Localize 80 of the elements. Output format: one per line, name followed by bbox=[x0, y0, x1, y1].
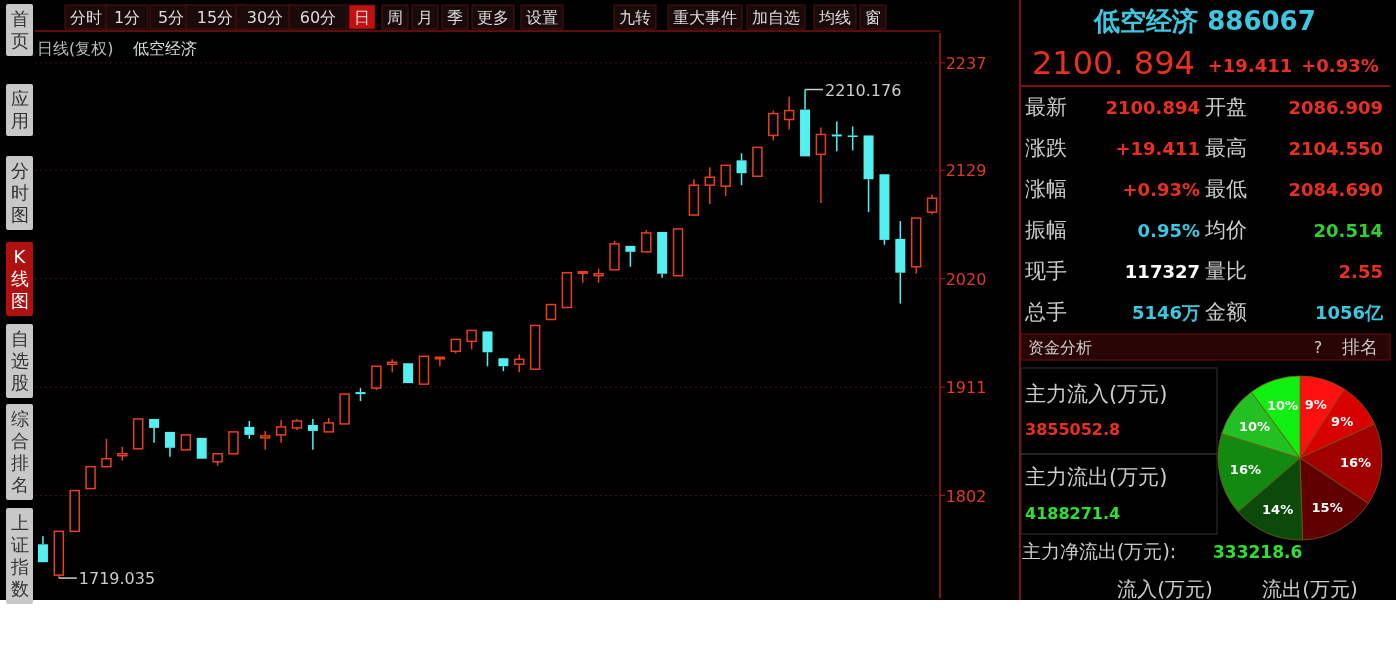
y-tick-label: 2020 bbox=[945, 269, 987, 289]
text: 均线 bbox=[818, 8, 851, 27]
text: 333218.6 bbox=[1213, 542, 1303, 562]
text: 周 bbox=[387, 8, 403, 27]
text: 金额 bbox=[1205, 300, 1247, 324]
chart-title: 日线(复权) bbox=[37, 39, 114, 58]
text: 设置 bbox=[526, 8, 558, 27]
text: 主力净流出(万元): bbox=[1022, 540, 1177, 562]
text: +19.411 bbox=[1207, 55, 1293, 76]
text: 5分 bbox=[157, 8, 185, 27]
text: 最新 bbox=[1025, 95, 1067, 119]
text: 分时 bbox=[70, 8, 102, 27]
text: 振幅 bbox=[1025, 218, 1067, 242]
text: 资金分析 bbox=[1028, 338, 1092, 357]
text: 4188271.4 bbox=[1025, 504, 1121, 523]
y-tick-label: 1911 bbox=[945, 378, 987, 398]
text: 现手 bbox=[1025, 259, 1067, 283]
text: 分时图 bbox=[10, 160, 29, 225]
text: 1056亿 bbox=[1314, 302, 1384, 323]
annotation: 1719.035 bbox=[78, 569, 156, 589]
text: 月 bbox=[417, 8, 433, 27]
text: 主力流入(万元) bbox=[1025, 382, 1168, 406]
text: 最低 bbox=[1205, 177, 1247, 201]
data-label: 10% bbox=[1267, 398, 1299, 414]
text: 60分 bbox=[299, 8, 337, 27]
text: 2084.690 bbox=[1288, 179, 1383, 200]
text: +19.411 bbox=[1115, 138, 1200, 159]
text: 均价 bbox=[1204, 218, 1247, 242]
text: 量比 bbox=[1205, 259, 1247, 283]
text: 主力流出(万元) bbox=[1025, 465, 1168, 489]
text: 117327 bbox=[1124, 261, 1200, 282]
text: 首页 bbox=[10, 8, 29, 51]
data-label: 9% bbox=[1331, 414, 1354, 430]
y-tick-label: 2237 bbox=[945, 53, 987, 73]
text: 30分 bbox=[246, 8, 284, 27]
text: 涨幅 bbox=[1025, 177, 1067, 201]
text: 窗 bbox=[865, 8, 881, 27]
data-label: 14% bbox=[1262, 502, 1294, 518]
chart-subtitle: 低空经济 bbox=[133, 39, 197, 58]
y-tick-label: 2129 bbox=[945, 161, 987, 181]
text: 2100. 894 bbox=[1032, 44, 1195, 82]
data-label: 16% bbox=[1229, 462, 1261, 478]
y-tick-label: 1802 bbox=[945, 486, 987, 506]
data-label: 10% bbox=[1239, 418, 1271, 434]
text: 应用 bbox=[10, 88, 29, 131]
data-label: 9% bbox=[1304, 397, 1327, 413]
text: 加自选 bbox=[752, 8, 800, 27]
text: 最高 bbox=[1205, 136, 1247, 160]
text: 上证指数 bbox=[9, 512, 29, 599]
text: 日 bbox=[354, 8, 370, 27]
text: 综合排名 bbox=[10, 408, 29, 495]
text: 5146万 bbox=[1131, 302, 1200, 323]
text: 2100.894 bbox=[1105, 97, 1200, 118]
text: 重大事件 bbox=[673, 8, 737, 27]
text: 20.514 bbox=[1313, 220, 1383, 241]
text: 季 bbox=[447, 8, 463, 27]
text: 流出(万元) bbox=[1262, 577, 1358, 601]
text: 流入(万元) bbox=[1117, 577, 1213, 601]
data-label: 15% bbox=[1311, 499, 1343, 515]
text: 3855052.8 bbox=[1025, 420, 1121, 439]
annotation: 2210.176 bbox=[825, 80, 902, 100]
text: 1分 bbox=[113, 8, 141, 27]
text: 九转 bbox=[619, 8, 651, 27]
text: K线图 bbox=[10, 246, 29, 311]
text: 0.95% bbox=[1137, 220, 1200, 241]
text: 2104.550 bbox=[1288, 138, 1383, 159]
text: 2.55 bbox=[1338, 261, 1383, 282]
text: 2086.909 bbox=[1288, 97, 1383, 118]
text: 涨跌 bbox=[1025, 136, 1067, 160]
text: 15分 bbox=[196, 8, 234, 27]
text: 更多 bbox=[477, 8, 509, 27]
text: 总手 bbox=[1024, 300, 1067, 324]
data-label: 16% bbox=[1340, 455, 1372, 471]
text: ? bbox=[1313, 338, 1323, 357]
text: +0.93% bbox=[1301, 55, 1379, 76]
text: 自选股 bbox=[10, 328, 29, 393]
text: +0.93% bbox=[1122, 179, 1200, 200]
text: 排名 bbox=[1342, 336, 1378, 357]
text: 低空经济 886067 bbox=[1093, 6, 1316, 36]
text: 开盘 bbox=[1205, 95, 1247, 119]
